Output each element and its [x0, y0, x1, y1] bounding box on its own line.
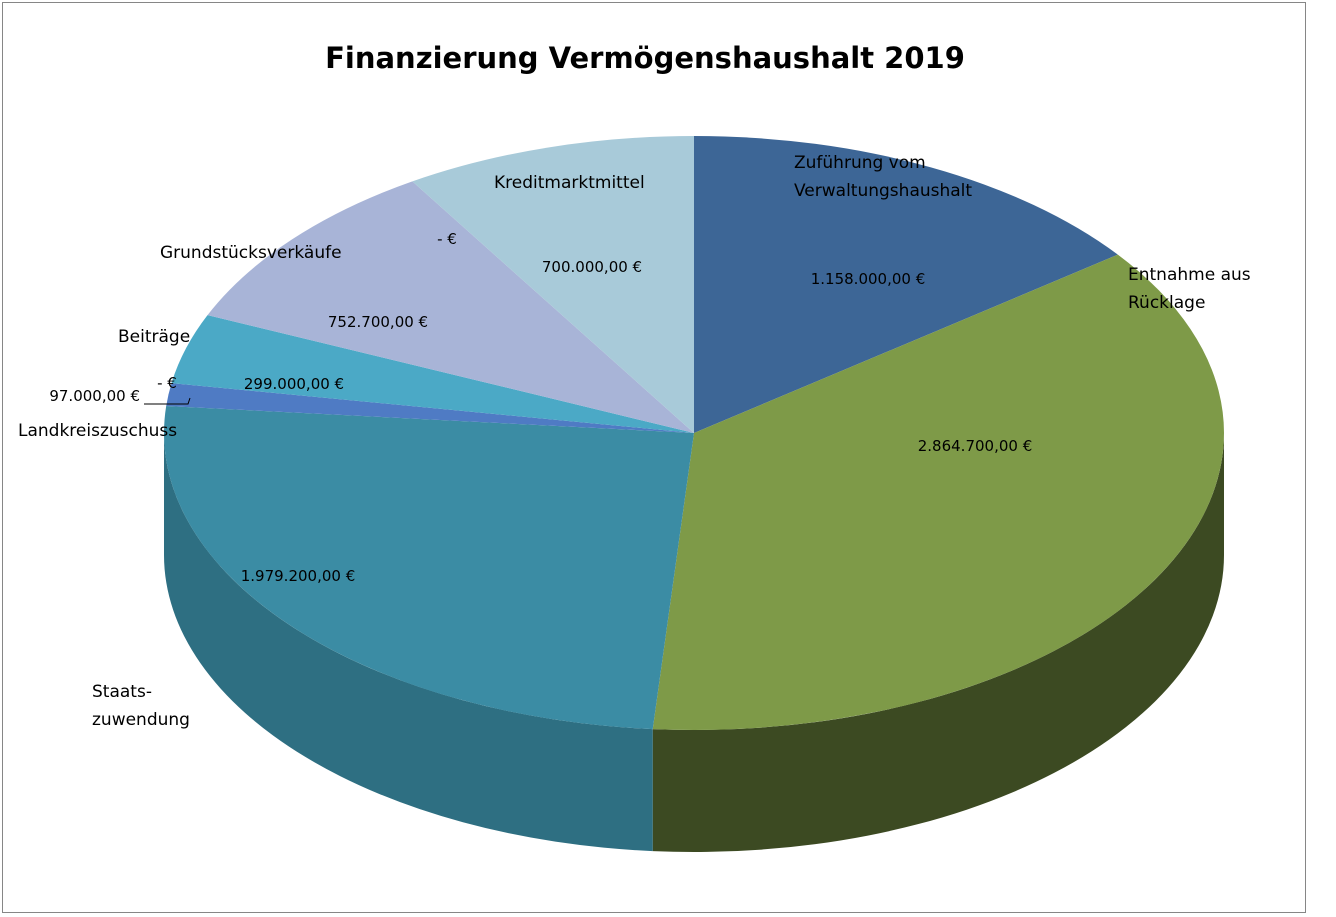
category-label-zuführung-vom-verwaltungshaushalt: Verwaltungshaushalt — [794, 181, 972, 201]
chart-title: Finanzierung Vermögenshaushalt 2019 — [325, 41, 965, 75]
pie-slice-zuführung-vom-verwaltungshaushalt[interactable] — [694, 136, 1118, 433]
pie-slices — [164, 136, 1225, 730]
pie-sides — [164, 433, 1224, 852]
pie-slice-staats-zuwendung[interactable] — [164, 405, 694, 730]
pie-side-entnahme-aus-rücklage — [652, 433, 1224, 852]
category-label-staats-zuwendung: Staats- — [92, 682, 152, 702]
category-label-entnahme-aus-rücklage: Rücklage — [1128, 293, 1205, 313]
category-label-zuführung-vom-verwaltungshaushalt: Zuführung vom — [794, 153, 926, 173]
leader-lines — [144, 397, 191, 405]
value-label-grundstücksverkäufe: 752.700,00 € — [328, 313, 428, 331]
category-label-entnahme-aus-rücklage: Entnahme aus — [1128, 265, 1251, 285]
category-label-beiträge: Beiträge — [118, 327, 190, 347]
pie-slice-kreditmarktmittel[interactable] — [412, 136, 694, 433]
category-label-staats-zuwendung: zuwendung — [92, 710, 190, 730]
pie-slice-grundstücksverkäufe[interactable] — [207, 181, 694, 433]
pie-labels: 1.158.000,00 € 2.864.700,00 € 1.979.200,00… — [18, 153, 1251, 730]
value-label-staats-zuwendung: 1.979.200,00 € — [241, 567, 356, 585]
pie-slice-entnahme-aus-rücklage[interactable] — [652, 254, 1225, 730]
category-label-grundstücksverkäufe: Grundstücksverkäufe — [160, 243, 342, 263]
value-label-landkreiszuschuss: 97.000,00 € — [49, 387, 140, 405]
value-label-zuführung-vom-verwaltungshaushalt: 1.158.000,00 € — [811, 270, 926, 288]
category-label-landkreiszuschuss: Landkreiszuschuss — [18, 421, 177, 441]
value-label-entnahme-aus-rücklage: 2.864.700,00 € — [918, 437, 1033, 455]
pie-side-staats-zuwendung — [164, 433, 653, 852]
leader-line-landkreiszuschuss — [144, 397, 191, 405]
pie-slice-landkreiszuschuss[interactable] — [166, 383, 694, 433]
zero-value-label: - € — [437, 230, 457, 248]
zero-value-label: - € — [157, 374, 177, 392]
pie-slice-beiträge[interactable] — [171, 315, 694, 433]
category-label-kreditmarktmittel: Kreditmarktmittel — [494, 173, 645, 193]
value-label-kreditmarktmittel: 700.000,00 € — [542, 258, 642, 276]
value-label-beiträge: 299.000,00 € — [244, 375, 344, 393]
